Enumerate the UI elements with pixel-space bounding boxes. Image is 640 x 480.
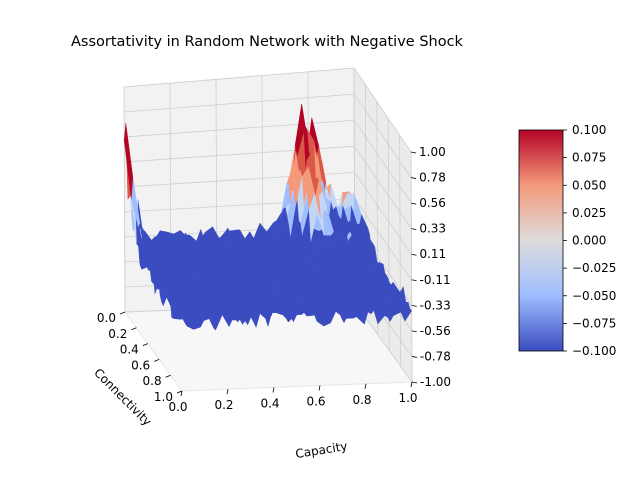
- axes: 0.0 0.2 0.4 0.6 0.8 1.00.00.20.40.60.81.0-1.0…: [97, 145, 451, 414]
- y-tick-label: 0.6: [131, 358, 150, 372]
- colorbar-tick-label: −0.050: [572, 289, 616, 303]
- colorbar-fill: [518, 129, 564, 352]
- grid-line: [124, 119, 412, 204]
- colorbar-tick-label: −0.100: [572, 344, 616, 358]
- x-tick: [410, 381, 413, 388]
- colorbar-tick-label: 0.025: [572, 206, 606, 220]
- colorbar-ticks: 0.100 0.075 0.050 0.025 0.000 −0.025 −0.050 −0.…: [563, 123, 616, 358]
- colorbar-tick-label: 0.100: [572, 123, 606, 137]
- z-tick: [411, 330, 417, 333]
- x-axis-label: Capacity: [294, 439, 348, 461]
- z-tick: [411, 202, 417, 205]
- z-tick: [411, 381, 418, 384]
- y-tick-label: 0.2: [108, 327, 127, 341]
- x-tick-label: 1.0: [398, 391, 417, 405]
- x-tick-label: 0.0: [168, 400, 187, 414]
- z-tick: [411, 228, 417, 231]
- x-tick: [272, 387, 275, 393]
- z-tick: [411, 279, 417, 282]
- chart-title: Assortativity in Random Network with Neg…: [71, 34, 464, 50]
- grid-line: [124, 93, 412, 178]
- z-tick-label: 0.33: [419, 222, 446, 236]
- z-tick: [410, 151, 417, 154]
- y-tick: [176, 390, 183, 394]
- y-tick: [154, 359, 160, 362]
- z-tick-label: 0.56: [419, 196, 446, 210]
- x-tick: [226, 389, 229, 395]
- colorbar-tick-label: −0.025: [572, 261, 616, 275]
- z-tick-label: -0.33: [420, 298, 451, 312]
- z-tick-label: -0.78: [420, 349, 451, 363]
- z-tick: [411, 304, 417, 307]
- grid-line: [410, 151, 413, 383]
- colorbar-tick-label: 0.050: [572, 178, 606, 192]
- grid-line: [124, 171, 412, 255]
- x-tick-label: 0.8: [352, 393, 371, 407]
- colorbar-tick-label: 0.000: [572, 234, 606, 248]
- z-tick-label: -1.00: [420, 375, 451, 389]
- z-tick-label: 1.00: [419, 145, 446, 159]
- y-tick: [142, 343, 148, 346]
- colorbar: 0.100 0.075 0.050 0.025 0.000 −0.025 −0.050 −0.…: [518, 123, 616, 358]
- z-tick-label: 0.11: [419, 247, 446, 261]
- z-tick-label: 0.78: [419, 171, 446, 185]
- z-tick-label: -0.11: [420, 273, 451, 287]
- grid-line: [124, 145, 412, 229]
- y-tick: [131, 327, 137, 331]
- y-tick-label: 1.0: [154, 390, 173, 404]
- z-tick: [411, 356, 417, 358]
- z-tick-label: -0.56: [420, 324, 451, 338]
- x-tick-label: 0.2: [214, 398, 233, 412]
- x-tick: [364, 383, 367, 389]
- surface-patch: [123, 123, 134, 199]
- x-tick-label: 0.6: [306, 395, 325, 409]
- grid-line: [123, 86, 126, 313]
- z-tick: [411, 177, 417, 179]
- surface: [123, 104, 412, 331]
- colorbar-tick-label: −0.075: [572, 316, 616, 330]
- grid-line: [399, 135, 402, 367]
- z-tick: [411, 253, 417, 256]
- y-tick: [119, 311, 126, 315]
- y-tick-label: 0.4: [120, 343, 139, 357]
- y-tick-label: 0.8: [143, 374, 162, 388]
- x-tick: [180, 390, 183, 397]
- x-tick-label: 0.4: [260, 396, 279, 410]
- colorbar-tick-label: 0.075: [572, 151, 606, 165]
- y-tick-label: 0.0: [97, 311, 116, 325]
- x-tick: [318, 385, 321, 391]
- y-tick: [165, 374, 171, 378]
- grid-line: [123, 67, 412, 153]
